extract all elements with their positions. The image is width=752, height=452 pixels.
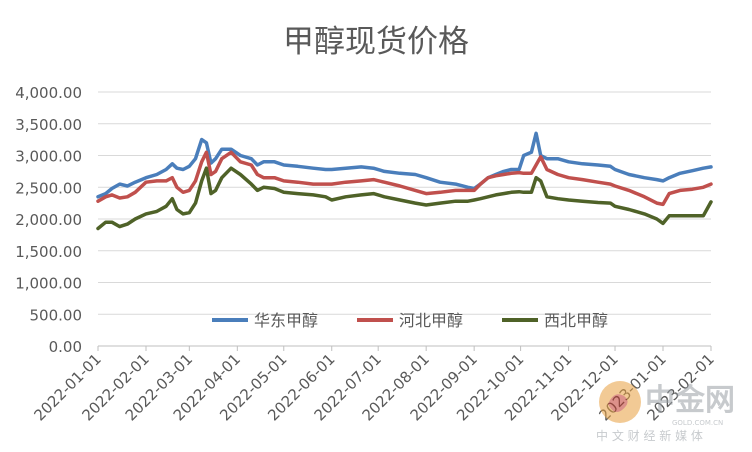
watermark-logo-icon bbox=[599, 381, 641, 423]
y-tick-label: 1,500.00 bbox=[15, 243, 82, 261]
watermark-brand: 中金网 bbox=[645, 383, 735, 418]
y-tick-label: 4,000.00 bbox=[15, 84, 82, 102]
y-axis: 0.00 500.00 1,000.00 1,500.00 2,000.00 2,500.… bbox=[15, 84, 82, 356]
legend-label: 河北甲醇 bbox=[399, 311, 463, 330]
watermark-tagline: 中 文 财 经 新 媒 体 bbox=[596, 428, 703, 443]
y-tick-label: 2,000.00 bbox=[15, 211, 82, 229]
gridlines bbox=[98, 91, 711, 347]
watermark-url: GOLD.COM.CN bbox=[672, 419, 723, 427]
series-line bbox=[96, 166, 713, 231]
series-lines bbox=[96, 131, 713, 231]
y-tick-label: 3,000.00 bbox=[15, 148, 82, 166]
series-line bbox=[96, 150, 713, 207]
y-tick-label: 2,500.00 bbox=[15, 179, 82, 197]
y-tick-label: 3,500.00 bbox=[15, 116, 82, 134]
y-tick-label: 1,000.00 bbox=[15, 275, 82, 293]
chart-title: 甲醇现货价格 bbox=[283, 24, 469, 60]
watermark: 中金网 GOLD.COM.CN 中 文 财 经 新 媒 体 bbox=[596, 381, 735, 443]
series-line bbox=[96, 131, 713, 199]
legend: 华东甲醇 河北甲醇 西北甲醇 bbox=[212, 311, 608, 330]
y-tick-label: 500.00 bbox=[30, 306, 83, 324]
legend-label: 西北甲醇 bbox=[544, 311, 608, 330]
y-tick-label: 0.00 bbox=[49, 338, 82, 356]
legend-label: 华东甲醇 bbox=[254, 311, 318, 330]
